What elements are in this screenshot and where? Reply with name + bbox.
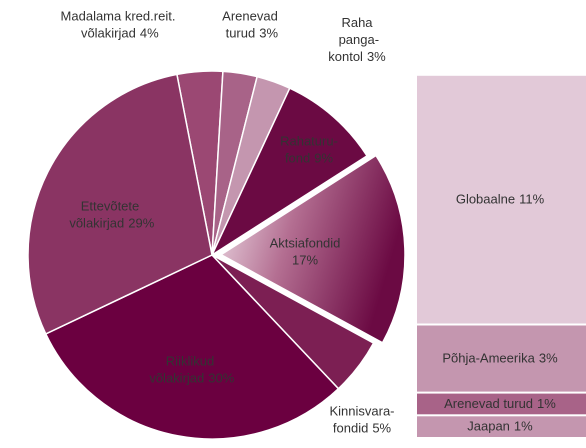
- category-label: Arenevad turud: [444, 396, 533, 411]
- label-line: kontol: [328, 49, 363, 64]
- data-label: Ettevõtete võlakirjad 29%: [66, 199, 155, 231]
- value-label: 3%: [367, 49, 386, 64]
- pie-slice: [219, 154, 406, 344]
- label-line: Aktsiafondid: [270, 236, 341, 251]
- data-label: Globaalne 11%: [456, 192, 545, 207]
- label-line: Ettevõtete: [81, 199, 140, 214]
- label-line: Põhja-Ameerika: [442, 351, 535, 366]
- bar-segment: [417, 416, 586, 437]
- label-line: Raha: [341, 15, 373, 30]
- label-line: võlakirjad: [146, 371, 205, 386]
- value-label: 1%: [537, 396, 556, 411]
- data-label: Rahaturu-fond 9%: [280, 134, 338, 166]
- label-line: fond: [285, 151, 310, 166]
- value-label: 17%: [292, 253, 318, 268]
- label-line: Jaapan: [467, 419, 510, 434]
- category-label: Riiklikud võlakirjad: [146, 354, 214, 386]
- label-line: fondid: [333, 421, 368, 436]
- label-line: Kinnisvara-: [329, 404, 394, 419]
- pie-slice: [210, 87, 369, 258]
- pie-slice: [44, 254, 340, 440]
- bar-segment: [417, 75, 586, 324]
- value-label: 3%: [539, 351, 558, 366]
- data-label: Kinnisvara-fondid 5%: [329, 404, 394, 436]
- pie-slice: [27, 73, 213, 335]
- label-line: Rahaturu-: [280, 134, 338, 149]
- label-line: võlakirjad: [66, 216, 125, 231]
- category-label: Globaalne: [456, 192, 515, 207]
- value-label: 30%: [208, 371, 234, 386]
- data-label: Jaapan 1%: [467, 419, 533, 434]
- label-line: panga-: [335, 32, 379, 47]
- category-label: Aktsiafondid: [270, 236, 341, 251]
- label-line: Globaalne: [456, 192, 515, 207]
- value-label: 4%: [140, 26, 159, 41]
- category-label: Ettevõtete võlakirjad: [66, 199, 140, 231]
- value-label: 5%: [372, 421, 391, 436]
- label-line: Riiklikud: [166, 354, 214, 369]
- category-label: Kinnisvara-fondid: [329, 404, 394, 436]
- label-line: Arenevad turud: [444, 396, 533, 411]
- value-label: 3%: [259, 26, 278, 41]
- category-label: Rahaturu-fond: [280, 134, 338, 166]
- data-label: Raha panga-kontol 3%: [328, 15, 386, 64]
- data-label: Arenevad turud 3%: [222, 9, 278, 41]
- label-line: võlakirjad: [77, 26, 136, 41]
- value-label: 29%: [128, 216, 154, 231]
- bar-segment: [417, 325, 586, 392]
- category-label: Madalama kred.reit. võlakirjad: [61, 9, 176, 41]
- value-label: 1%: [514, 419, 533, 434]
- data-label: Riiklikud võlakirjad 30%: [146, 354, 235, 386]
- category-label: Põhja-Ameerika: [442, 351, 535, 366]
- category-label: Arenevad turud: [222, 9, 278, 41]
- data-label: Aktsiafondid 17%: [270, 236, 341, 268]
- value-label: 9%: [314, 151, 333, 166]
- label-line: Arenevad: [222, 9, 278, 24]
- data-label: Arenevad turud 1%: [444, 396, 556, 411]
- category-label: Jaapan: [467, 419, 510, 434]
- data-label: Põhja-Ameerika 3%: [442, 351, 558, 366]
- data-label: Madalama kred.reit. võlakirjad 4%: [61, 9, 176, 41]
- bar-segment: [417, 393, 586, 415]
- value-label: 11%: [519, 192, 544, 207]
- category-label: Raha panga-kontol: [328, 15, 379, 64]
- label-line: turud: [222, 26, 255, 41]
- label-line: Madalama kred.reit.: [61, 9, 176, 24]
